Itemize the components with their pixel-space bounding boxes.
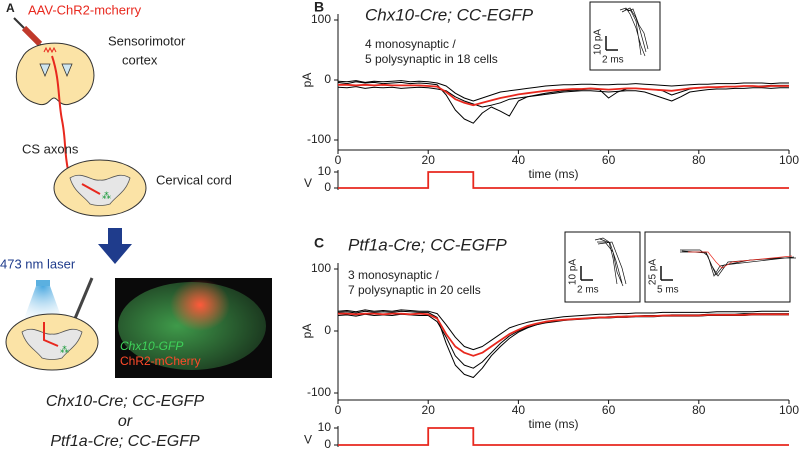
chart-title: Chx10-Cre; CC-EGFP [365,5,534,24]
x-tick-label: 0 [335,153,342,167]
virus-label: AAV-ChR2-mcherry [28,2,142,17]
neurons: ⁂ [102,190,111,200]
cs-axon [81,183,101,195]
cortex-label: cortex [122,52,158,67]
y-tick-label: 100 [311,261,331,275]
axons-label: CS axons [22,141,79,156]
genotype: Ptf1a-Cre; CC-EGFP [50,433,200,450]
y-tick-label: 100 [311,12,331,26]
y-label: pA [300,73,314,88]
x-tick-label: 0 [335,403,342,417]
cs-axon [43,322,59,347]
mcherry-signal [170,279,230,331]
y-tick-label: -100 [307,385,331,399]
annotation: 5 polysynaptic in 18 cells [365,52,498,66]
y-tick-label: 10 [318,164,332,178]
laser-label: 473 nm laser [0,256,76,271]
x-tick-label: 60 [602,153,616,167]
charts: B Chx10-Cre; CC-EGFP 4 monosynaptic /5 pol… [300,0,799,451]
cortex-label: Sensorimotor [108,33,186,48]
x-tick-label: 40 [512,403,526,417]
trace [337,313,789,369]
trace [338,83,789,107]
y-tick-label: 10 [318,420,332,434]
x-tick-label: 20 [422,403,436,417]
scale-label: 10 pA [593,29,604,55]
scale-label: 5 ms [657,285,679,296]
y-tick-label: -100 [307,132,331,146]
panel-a: A AAV-ChR2-mcherry Sensorimotor cortex C… [0,1,272,450]
x-tick-label: 100 [779,153,799,167]
x-label: time (ms) [529,167,579,181]
ventricles [39,63,73,78]
injection-site [43,46,57,54]
x-label: time (ms) [529,417,579,431]
panel-label: C [314,235,324,251]
mcherry-label: ChR2-mCherry [120,354,201,368]
trace [337,310,789,378]
y-tick-label: 0 [324,437,331,451]
scale-label: 2 ms [577,285,599,296]
grey-matter [69,174,131,206]
arrow [98,228,132,264]
gfp-label: Chx10-GFP [120,339,183,353]
x-tick-label: 80 [692,403,706,417]
stimulus-trace [338,171,789,189]
conjunction: or [118,413,133,430]
trace [337,80,789,102]
annotation: 4 monosynaptic / [365,37,456,51]
panel-label: A [6,1,15,15]
genotype: Chx10-Cre; CC-EGFP [46,393,205,410]
scale-label: 10 pA [568,259,579,285]
insets [564,1,796,303]
trace [337,309,789,351]
annotation: 7 polysynaptic in 20 cells [348,283,481,297]
trace [337,86,789,108]
stim-label: V [304,176,312,190]
y-tick-label: 0 [324,72,331,86]
stimulus-trace [338,427,789,446]
cord-label: Cervical cord [156,172,232,187]
chart-title: Ptf1a-Cre; CC-EGFP [348,235,507,254]
x-tick-label: 40 [512,153,526,167]
neurons: ⁂ [60,344,69,354]
scale-label: 25 pA [648,259,659,285]
x-tick-label: 60 [602,403,616,417]
y-label: pA [300,324,314,339]
panel-label: B [314,0,324,15]
x-tick-label: 20 [422,153,436,167]
x-tick-label: 80 [692,153,706,167]
x-tick-label: 100 [779,403,799,417]
y-tick-label: 0 [324,323,331,337]
scale-label: 2 ms [602,55,624,66]
trace [338,312,789,357]
laser [36,280,50,286]
y-tick-label: 0 [324,180,331,194]
stim-label: V [304,433,312,447]
annotation: 3 monosynaptic / [348,268,439,282]
brain-section [15,42,95,106]
